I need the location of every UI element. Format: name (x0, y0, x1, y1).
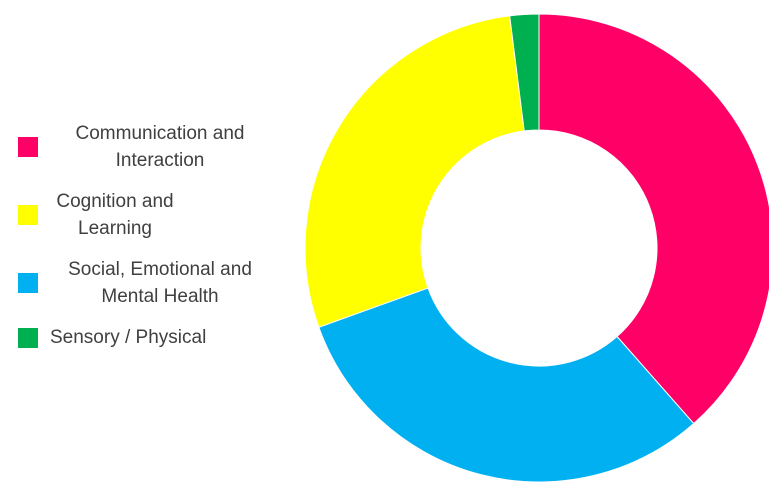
slice-cognition (305, 16, 524, 327)
